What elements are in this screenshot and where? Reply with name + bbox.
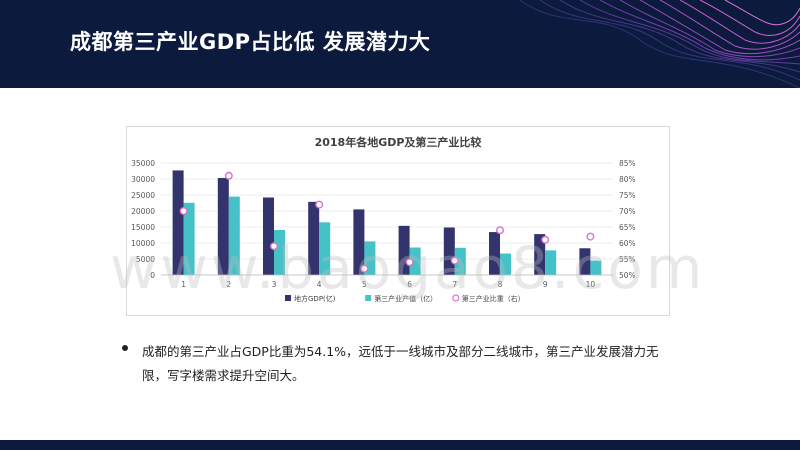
legend-label: 第三产业比重（右） — [462, 294, 525, 303]
x-tick-label: 6 — [407, 280, 412, 289]
bar-gdp — [443, 227, 455, 275]
y-right-tick-label: 55% — [619, 255, 636, 264]
x-tick-label: 7 — [452, 280, 457, 289]
legend-marker — [452, 294, 460, 302]
bar-gdp — [398, 225, 410, 275]
summary-text: 成都的第三产业占GDP比重为54.1%，远低于一线城市及部分二线城市，第三产业发… — [142, 344, 659, 383]
ratio-point — [360, 264, 369, 273]
bar-tertiary — [500, 253, 511, 275]
footer-bar — [0, 440, 800, 450]
y-right-tick-label: 65% — [619, 223, 636, 232]
bar-tertiary — [364, 241, 376, 275]
bullet-icon — [122, 345, 128, 351]
bar-gdp — [489, 232, 500, 275]
x-tick-label: 1 — [181, 280, 186, 289]
ratio-point — [405, 258, 414, 267]
bar-tertiary — [590, 260, 602, 275]
legend-label: 第三产业产值（亿） — [374, 294, 437, 303]
ratio-point — [224, 171, 233, 180]
x-tick-label: 3 — [272, 280, 277, 289]
chart-container: 2018年各地GDP及第三产业比较 0 5000 10000 15000 20000 25… — [126, 126, 670, 316]
bar-tertiary — [409, 247, 421, 275]
ratio-point — [179, 206, 188, 215]
legend-label: 地方GDP(亿) — [294, 294, 336, 303]
bar-tertiary — [545, 250, 557, 275]
header-banner: 成都第三产业GDP占比低 发展潜力大 — [0, 0, 800, 88]
x-tick-label: 8 — [498, 280, 503, 289]
bar-gdp — [534, 234, 546, 275]
y-left-tick-label: 10000 — [131, 239, 155, 248]
y-left-tick-label: 25000 — [131, 191, 155, 200]
bar-gdp — [579, 248, 591, 275]
y-left-tick-label: 15000 — [131, 223, 155, 232]
y-right-tick-label: 75% — [619, 191, 636, 200]
decorative-contour-lines — [519, 0, 800, 88]
y-right-tick-label: 50% — [619, 271, 636, 280]
ratio-point — [496, 226, 505, 235]
y-right-tick-label: 85% — [619, 159, 636, 168]
y-left-tick-label: 5000 — [136, 255, 155, 264]
bar-gdp — [217, 177, 229, 275]
bar-tertiary — [274, 229, 285, 275]
y-left-tick-label: 30000 — [131, 175, 155, 184]
x-tick-label: 10 — [586, 280, 596, 289]
x-tick-label: 9 — [543, 280, 548, 289]
page-title: 成都第三产业GDP占比低 发展潜力大 — [70, 30, 431, 54]
chart-title: 2018年各地GDP及第三产业比较 — [315, 135, 482, 149]
y-left-tick-label: 35000 — [131, 159, 155, 168]
bar-gdp — [353, 209, 365, 275]
x-tick-label: 5 — [362, 280, 367, 289]
bar-tertiary — [183, 202, 195, 275]
y-right-tick-label: 60% — [619, 239, 636, 248]
bar-gdp — [308, 201, 320, 275]
ratio-point — [315, 200, 324, 209]
y-right-tick-label: 70% — [619, 207, 636, 216]
y-left-tick-label: 0 — [150, 271, 155, 280]
legend-swatch — [365, 295, 372, 301]
y-right-tick-label: 80% — [619, 175, 636, 184]
legend-swatch — [285, 295, 291, 301]
ratio-point — [586, 232, 595, 241]
bar-tertiary — [228, 196, 240, 275]
bar-tertiary — [319, 222, 331, 275]
gdp-chart: 2018年各地GDP及第三产业比较 0500010000150002000025… — [131, 135, 636, 303]
bar-gdp — [172, 170, 184, 275]
x-tick-label: 4 — [317, 280, 322, 289]
ratio-point — [450, 256, 459, 265]
bar-tertiary — [454, 247, 466, 275]
ratio-point — [541, 235, 550, 244]
y-left-tick-label: 20000 — [131, 207, 155, 216]
ratio-point — [269, 242, 278, 251]
bar-gdp — [263, 197, 274, 275]
x-tick-label: 2 — [226, 280, 231, 289]
